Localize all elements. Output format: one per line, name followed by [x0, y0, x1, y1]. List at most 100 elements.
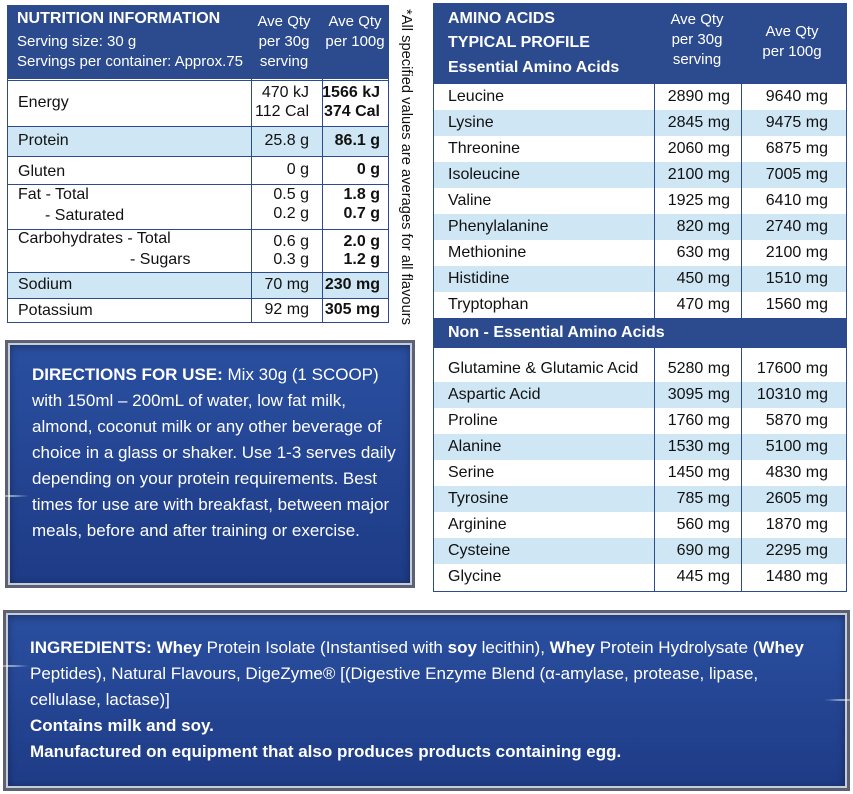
amino-per-100g: 5100 mg: [765, 438, 828, 455]
amino-column-divider: [654, 348, 655, 591]
allergen-whey: Whey: [156, 638, 202, 657]
amino-per-serving: 2060 mg: [667, 140, 730, 157]
amino-per-100g: 2605 mg: [765, 490, 828, 507]
amino-per-100g: 10310 mg: [756, 386, 828, 403]
amino-subtitle: TYPICAL PROFILE: [448, 34, 590, 51]
amino-name: Serine: [448, 464, 495, 481]
shine-decoration: [0, 495, 30, 497]
allergen-whey: Whey: [758, 638, 804, 657]
amino-row: Phenylalanine 820 mg 2740 mg: [434, 214, 846, 241]
amino-name: Lysine: [448, 114, 494, 131]
amino-row: Tryptophan 470 mg 1560 mg: [434, 292, 846, 319]
amino-name: Histidine: [448, 270, 510, 287]
amino-name: Aspartic Acid: [448, 386, 541, 403]
amino-column-divider: [654, 84, 655, 318]
amino-name: Glycine: [448, 568, 502, 585]
amino-row: Threonine 2060 mg 6875 mg: [434, 136, 846, 163]
amino-name: Phenylalanine: [448, 218, 549, 235]
amino-name: Tyrosine: [448, 490, 509, 507]
nutrition-information-panel: NUTRITION INFORMATION Serving size: 30 g…: [7, 5, 389, 323]
nutrition-row-carbohydrates: Carbohydrates - Total - Sugars 0.6 g 0.3…: [8, 229, 388, 273]
amino-per-serving: 445 mg: [676, 568, 730, 585]
amino-row: Histidine 450 mg 1510 mg: [434, 266, 846, 293]
allergen-whey: Whey: [549, 638, 595, 657]
amino-row: Glutamine & Glutamic Acid 5280 mg 17600 mg: [434, 356, 846, 383]
amino-per-serving: 5280 mg: [667, 360, 730, 377]
servings-per-container: Servings per container: Approx.75: [17, 53, 243, 70]
ingredients-label: INGREDIENTS:: [30, 638, 152, 657]
amino-per-100g: 5870 mg: [765, 412, 828, 429]
amino-per-100g: 17600 mg: [756, 360, 828, 377]
amino-row: Leucine 2890 mg 9640 mg: [434, 84, 846, 111]
amino-per-serving: 1450 mg: [667, 464, 730, 481]
amino-row: Alanine 1530 mg 5100 mg: [434, 434, 846, 461]
directions-for-use-box: DIRECTIONS FOR USE: Mix 30g (1 SCOOP) wi…: [0, 343, 412, 585]
non-essential-heading: Non - Essential Amino Acids: [448, 324, 665, 341]
non-essential-heading-bar: Non - Essential Amino Acids: [434, 318, 846, 348]
nutrition-row-energy: Energy 470 kJ 112 Cal 1566 kJ 374 Cal: [8, 80, 388, 127]
amino-per-serving: 470 mg: [676, 296, 730, 313]
nutrition-row-sodium: Sodium 70 mg 230 mg: [8, 272, 388, 299]
amino-row: Serine 1450 mg 4830 mg: [434, 460, 846, 487]
ingredients-box: INGREDIENTS: Whey Protein Isolate (Insta…: [0, 613, 853, 788]
amino-column-divider: [741, 84, 742, 318]
amino-col-per-100g-header: Ave Qty per 100g: [762, 23, 822, 60]
column-divider: [322, 6, 323, 322]
amino-name: Glutamine & Glutamic Acid: [448, 360, 639, 377]
amino-per-100g: 1870 mg: [765, 516, 828, 533]
allergen-soy: soy: [447, 638, 477, 657]
amino-per-serving: 1760 mg: [667, 412, 730, 429]
amino-header: AMINO ACIDS TYPICAL PROFILE Essential Am…: [434, 4, 846, 84]
amino-per-serving: 2100 mg: [667, 166, 730, 183]
amino-name: Tryptophan: [448, 296, 529, 313]
shine-decoration: [823, 699, 853, 701]
amino-row: Tyrosine 785 mg 2605 mg: [434, 486, 846, 513]
amino-name: Cysteine: [448, 542, 511, 559]
amino-name: Alanine: [448, 438, 502, 455]
amino-name: Proline: [448, 412, 498, 429]
amino-per-serving: 2845 mg: [667, 114, 730, 131]
column-divider: [251, 6, 252, 322]
side-note-text: *All specified values are averages for a…: [398, 9, 414, 325]
amino-name: Threonine: [448, 140, 521, 157]
amino-acid-profile-panel: AMINO ACIDS TYPICAL PROFILE Essential Am…: [433, 3, 847, 592]
amino-name: Valine: [448, 192, 492, 209]
amino-per-100g: 1560 mg: [765, 296, 828, 313]
amino-per-serving: 1530 mg: [667, 438, 730, 455]
amino-title: AMINO ACIDS: [448, 10, 555, 27]
amino-per-100g: 2295 mg: [765, 542, 828, 559]
amino-per-100g: 7005 mg: [765, 166, 828, 183]
amino-row: Valine 1925 mg 6410 mg: [434, 188, 846, 215]
directions-body: Mix 30g (1 SCOOP) with 150ml – 200mL of …: [32, 365, 396, 540]
amino-row: Aspartic Acid 3095 mg 10310 mg: [434, 382, 846, 409]
allergen-statement: Contains milk and soy.: [30, 716, 214, 735]
nutrition-row-potassium: Potassium 92 mg 305 mg: [8, 298, 388, 323]
amino-per-serving: 820 mg: [676, 218, 730, 235]
amino-per-serving: 2890 mg: [667, 88, 730, 105]
amino-column-divider: [741, 348, 742, 591]
ingredients-text: INGREDIENTS: Whey Protein Isolate (Insta…: [30, 635, 830, 765]
amino-per-100g: 1480 mg: [765, 568, 828, 585]
ingredients-part: lecithin),: [476, 638, 550, 657]
amino-per-100g: 2100 mg: [765, 244, 828, 261]
nutrition-row-protein: Protein 25.8 g 86.1 g: [8, 126, 388, 157]
ingredients-part: Protein Hydrolysate (: [595, 638, 759, 657]
amino-per-serving: 630 mg: [676, 244, 730, 261]
nutrition-row-fat: Fat - Total - Saturated 0.5 g 0.2 g 1.8 …: [8, 184, 388, 230]
amino-per-100g: 9475 mg: [765, 114, 828, 131]
essential-amino-heading: Essential Amino Acids: [448, 59, 620, 76]
amino-per-serving: 450 mg: [676, 270, 730, 287]
amino-col-per-serving-header: Ave Qty per 30g serving: [670, 11, 724, 68]
amino-per-100g: 9640 mg: [765, 88, 828, 105]
directions-label: DIRECTIONS FOR USE:: [32, 365, 223, 384]
shine-decoration: [0, 665, 30, 667]
amino-row: Arginine 560 mg 1870 mg: [434, 512, 846, 539]
amino-per-serving: 690 mg: [676, 542, 730, 559]
amino-name: Leucine: [448, 88, 505, 105]
ingredients-part: Peptides), Natural Flavours, DigeZyme® […: [30, 664, 759, 709]
amino-row: Lysine 2845 mg 9475 mg: [434, 110, 846, 137]
amino-per-100g: 6410 mg: [765, 192, 828, 209]
amino-row: Methionine 630 mg 2100 mg: [434, 240, 846, 267]
amino-per-100g: 2740 mg: [765, 218, 828, 235]
col-per-100g-header: Ave Qty per 100g: [325, 13, 385, 50]
